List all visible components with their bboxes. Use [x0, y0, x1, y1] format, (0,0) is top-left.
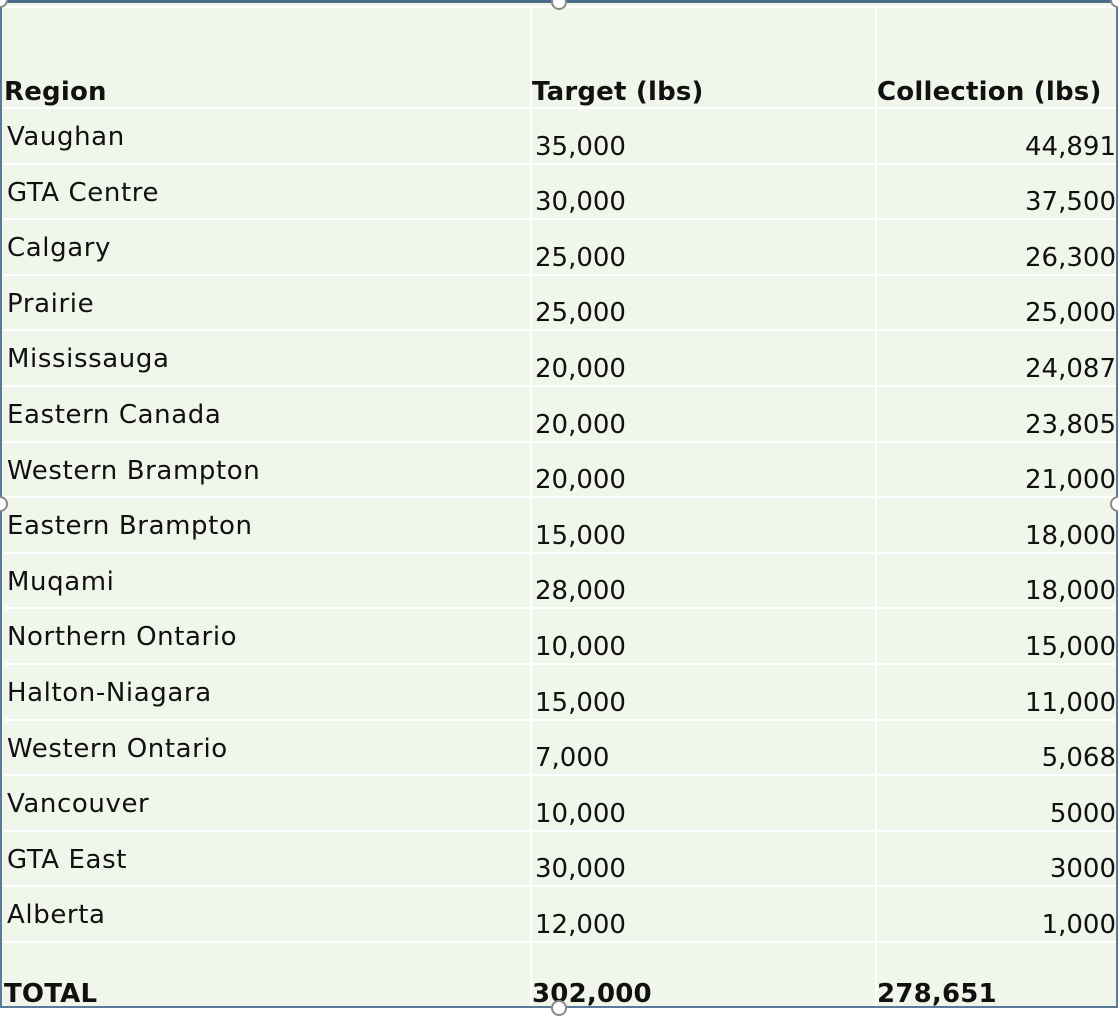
collection-cell[interactable]: 18,000 — [875, 496, 1116, 554]
target-cell[interactable]: 10,000 — [530, 774, 877, 832]
table-body: Vaughan 35,000 44,891 GTA Centre 30,000 37,50… — [4, 107, 1116, 943]
target-cell[interactable]: 15,000 — [530, 662, 877, 721]
table-row: GTA Centre 30,000 37,500 — [4, 162, 1116, 221]
target-cell[interactable]: 25,000 — [530, 218, 877, 276]
header-region[interactable]: Region — [4, 6, 532, 109]
total-label[interactable]: TOTAL — [4, 940, 532, 1006]
collection-cell[interactable]: 11,000 — [875, 662, 1116, 721]
table-row: GTA East 30,000 3000 — [4, 829, 1116, 888]
target-cell[interactable]: 35,000 — [530, 107, 877, 165]
resize-handle-middle-right[interactable] — [1110, 496, 1118, 512]
table-row: Mississauga 20,000 24,087 — [4, 329, 1116, 387]
collection-cell[interactable]: 23,805 — [875, 384, 1116, 443]
region-cell[interactable]: Vancouver — [4, 774, 532, 832]
target-cell[interactable]: 20,000 — [530, 329, 877, 387]
table-row: Halton-Niagara 15,000 11,000 — [4, 662, 1116, 721]
region-cell[interactable]: Western Brampton — [4, 440, 532, 499]
header-collection[interactable]: Collection (lbs) — [875, 6, 1116, 109]
target-cell[interactable]: 25,000 — [530, 273, 877, 332]
region-cell[interactable]: Western Ontario — [4, 718, 532, 777]
target-cell[interactable]: 28,000 — [530, 551, 877, 610]
target-cell[interactable]: 10,000 — [530, 607, 877, 665]
collection-cell[interactable]: 5,068 — [875, 718, 1116, 777]
header-row: Region Target (lbs) Collection (lbs) — [4, 6, 1116, 109]
collection-cell[interactable]: 44,891 — [875, 107, 1116, 165]
region-cell[interactable]: GTA East — [4, 829, 532, 888]
total-collection[interactable]: 278,651 — [875, 940, 1116, 1006]
resize-handle-bottom-center[interactable] — [551, 1000, 567, 1016]
collection-cell[interactable]: 21,000 — [875, 440, 1116, 499]
header-target[interactable]: Target (lbs) — [530, 6, 877, 109]
table-row: Western Ontario 7,000 5,068 — [4, 718, 1116, 777]
table-row: Alberta 12,000 1,000 — [4, 885, 1116, 943]
table-row: Eastern Brampton 15,000 18,000 — [4, 496, 1116, 554]
region-cell[interactable]: Eastern Canada — [4, 384, 532, 443]
table-row: Vaughan 35,000 44,891 — [4, 107, 1116, 165]
target-cell[interactable]: 20,000 — [530, 440, 877, 499]
collection-cell[interactable]: 24,087 — [875, 329, 1116, 387]
collection-cell[interactable]: 1,000 — [875, 885, 1116, 943]
total-row: TOTAL 302,000 278,651 — [4, 940, 1116, 1006]
table-row: Vancouver 10,000 5000 — [4, 774, 1116, 832]
resize-handle-top-center[interactable] — [551, 0, 567, 10]
region-cell[interactable]: Muqami — [4, 551, 532, 610]
region-cell[interactable]: Alberta — [4, 885, 532, 943]
target-cell[interactable]: 7,000 — [530, 718, 877, 777]
total-target[interactable]: 302,000 — [530, 940, 877, 1006]
region-cell[interactable]: Prairie — [4, 273, 532, 332]
table-row: Muqami 28,000 18,000 — [4, 551, 1116, 610]
table-row: Northern Ontario 10,000 15,000 — [4, 607, 1116, 665]
collection-cell[interactable]: 26,300 — [875, 218, 1116, 276]
table-row: Eastern Canada 20,000 23,805 — [4, 384, 1116, 443]
food-drive-table[interactable]: Region Target (lbs) Collection (lbs) Vau… — [4, 6, 1116, 1006]
collection-cell[interactable]: 18,000 — [875, 551, 1116, 610]
target-cell[interactable]: 30,000 — [530, 162, 877, 221]
target-cell[interactable]: 15,000 — [530, 496, 877, 554]
collection-cell[interactable]: 5000 — [875, 774, 1116, 832]
table-row: Prairie 25,000 25,000 — [4, 273, 1116, 332]
table-row: Calgary 25,000 26,300 — [4, 218, 1116, 276]
table-row: Western Brampton 20,000 21,000 — [4, 440, 1116, 499]
region-cell[interactable]: GTA Centre — [4, 162, 532, 221]
collection-cell[interactable]: 37,500 — [875, 162, 1116, 221]
collection-cell[interactable]: 15,000 — [875, 607, 1116, 665]
collection-cell[interactable]: 3000 — [875, 829, 1116, 888]
resize-handle-top-right[interactable] — [1110, 0, 1118, 8]
target-cell[interactable]: 30,000 — [530, 829, 877, 888]
target-cell[interactable]: 20,000 — [530, 384, 877, 443]
region-cell[interactable]: Vaughan — [4, 107, 532, 165]
collection-cell[interactable]: 25,000 — [875, 273, 1116, 332]
target-cell[interactable]: 12,000 — [530, 885, 877, 943]
region-cell[interactable]: Mississauga — [4, 329, 532, 387]
region-cell[interactable]: Northern Ontario — [4, 607, 532, 665]
region-cell[interactable]: Eastern Brampton — [4, 496, 532, 554]
region-cell[interactable]: Halton-Niagara — [4, 662, 532, 721]
region-cell[interactable]: Calgary — [4, 218, 532, 276]
